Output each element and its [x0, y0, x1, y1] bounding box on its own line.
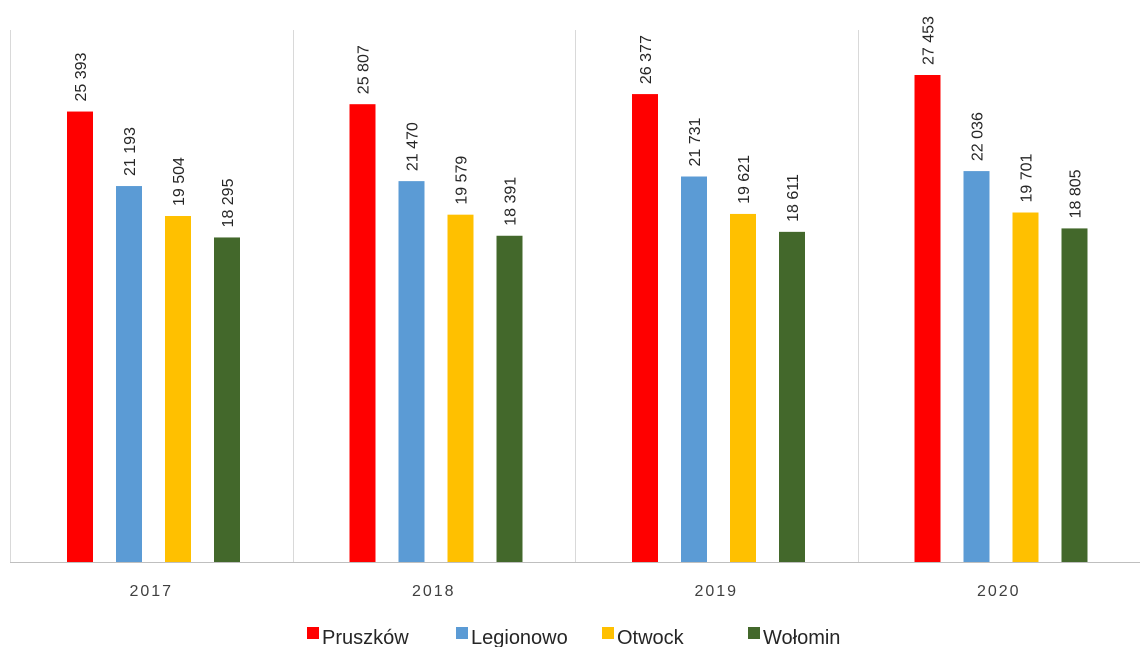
data-label-legionowo-2019: 21 731	[687, 117, 704, 166]
bar-pruszkow-2019	[632, 94, 658, 563]
bar-otwock-2018	[447, 214, 474, 562]
bars	[67, 75, 1088, 563]
bar-pruszkow-2017	[67, 111, 93, 562]
bar-legionowo-2020	[963, 171, 990, 563]
data-label-legionowo-2020: 22 036	[970, 112, 987, 161]
data-label-pruszkow-2017: 25 393	[73, 53, 90, 102]
data-label-otwock-2019: 19 621	[736, 155, 753, 204]
legend-swatch-wolomin	[748, 627, 760, 639]
data-label-otwock-2018: 19 579	[454, 156, 471, 205]
bar-wolomin-2018	[496, 235, 523, 563]
legend-label-pruszkow: Pruszków	[322, 627, 409, 647]
data-label-wolomin-2019: 18 611	[785, 174, 802, 222]
data-label-pruszkow-2018: 25 807	[356, 45, 373, 94]
data-label-otwock-2017: 19 504	[171, 157, 188, 206]
data-label-legionowo-2018: 21 470	[405, 122, 422, 171]
bar-otwock-2019	[730, 213, 756, 562]
bar-legionowo-2018	[398, 181, 425, 562]
x-tick-label-2017: 2017	[129, 583, 173, 600]
x-tick-label-2018: 2018	[412, 583, 456, 600]
bar-otwock-2017	[165, 216, 191, 562]
x-tick-label-2019: 2019	[694, 583, 738, 600]
data-label-otwock-2020: 19 701	[1019, 153, 1036, 202]
legend-swatch-otwock	[602, 627, 614, 639]
legend-label-wolomin: Wołomin	[763, 627, 840, 647]
legend-swatch-legionowo	[456, 627, 468, 639]
data-label-wolomin-2018: 18 391	[503, 177, 520, 226]
x-tick-label-2020: 2020	[977, 583, 1021, 600]
bar-otwock-2020	[1012, 212, 1039, 562]
data-label-wolomin-2017: 18 295	[220, 178, 237, 227]
legend-label-legionowo: Legionowo	[471, 627, 568, 647]
bar-pruszkow-2018	[349, 104, 376, 562]
bar-wolomin-2020	[1061, 228, 1088, 563]
category-separators	[10, 30, 859, 562]
bar-legionowo-2017	[116, 186, 142, 562]
legend-label-otwock: Otwock	[617, 627, 685, 647]
legend-swatch-pruszkow	[307, 627, 319, 639]
bar-legionowo-2019	[681, 176, 707, 563]
bar-wolomin-2019	[779, 231, 805, 562]
data-label-legionowo-2017: 21 193	[122, 127, 139, 176]
bar-wolomin-2017	[214, 237, 240, 562]
bar-pruszkow-2020	[914, 75, 941, 562]
x-axis-tick-labels: 2017 2018 2019 2020	[129, 583, 1021, 600]
data-label-pruszkow-2019: 26 377	[638, 35, 655, 84]
data-label-wolomin-2020: 18 805	[1068, 169, 1085, 218]
legend: Pruszków Legionowo Otwock Wołomin	[307, 627, 840, 647]
data-labels: 25 393 21 193 19 504 18 295 25 807 21 470 19 5…	[73, 16, 1085, 227]
data-label-pruszkow-2020: 27 453	[921, 16, 938, 65]
